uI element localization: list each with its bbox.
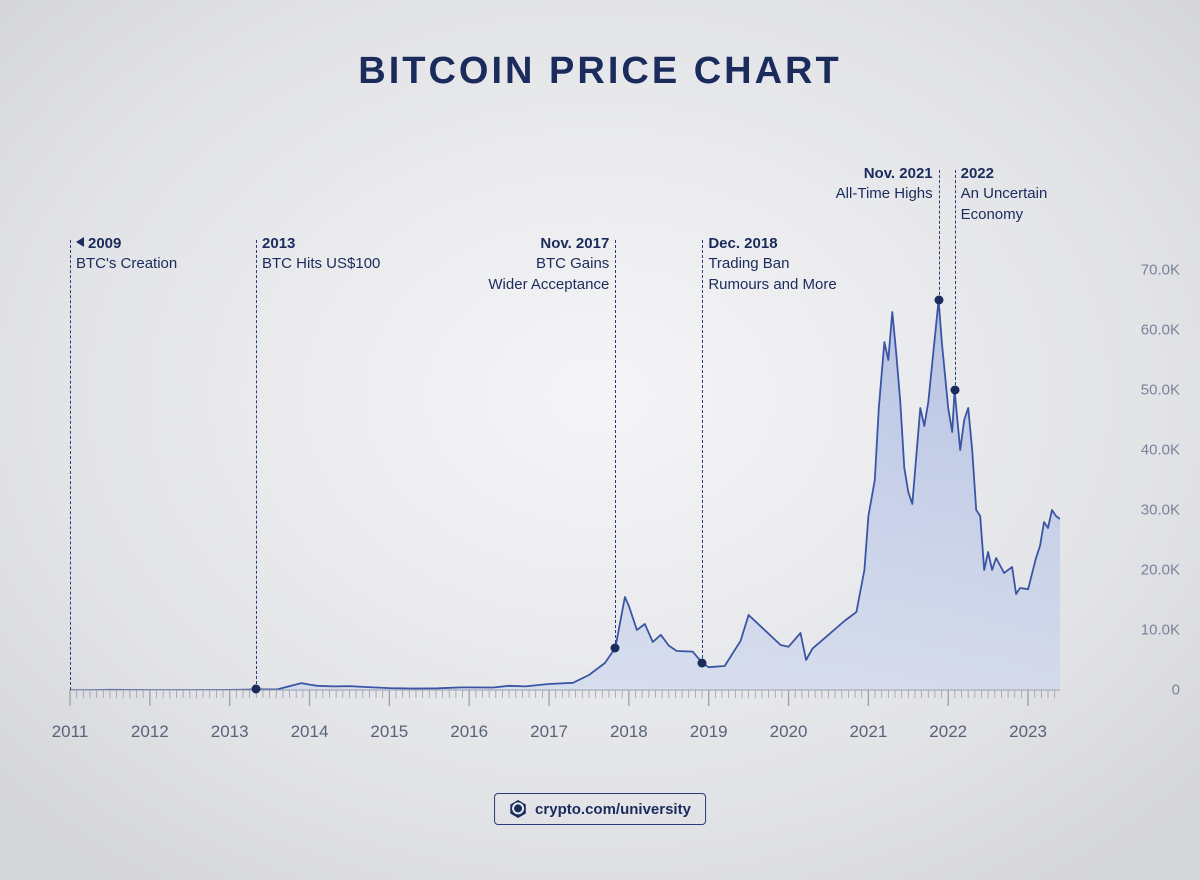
footer-label: crypto.com/university <box>535 801 691 818</box>
chart-container: 010.0K20.0K30.0K40.0K50.0K60.0K70.0K 201… <box>70 150 1120 710</box>
y-tick-label: 10.0K <box>1125 622 1180 639</box>
x-tick-label: 2014 <box>291 722 329 742</box>
x-tick-label: 2018 <box>610 722 648 742</box>
annotation-label: 2009BTC's Creation <box>76 234 177 275</box>
footer-badge: crypto.com/university <box>494 793 706 825</box>
area-chart-svg <box>70 270 1060 690</box>
x-tick-label: 2017 <box>530 722 568 742</box>
crypto-logo-icon <box>509 800 527 818</box>
y-tick-label: 20.0K <box>1125 562 1180 579</box>
y-tick-label: 30.0K <box>1125 502 1180 519</box>
annotation-label: 2013BTC Hits US$100 <box>262 234 380 275</box>
y-tick-label: 60.0K <box>1125 322 1180 339</box>
x-tick-label: 2019 <box>690 722 728 742</box>
plot-area <box>70 270 1060 690</box>
x-tick-label: 2020 <box>770 722 808 742</box>
area-fill <box>70 300 1060 690</box>
y-tick-label: 50.0K <box>1125 382 1180 399</box>
y-tick-label: 0 <box>1125 682 1180 699</box>
annotation-label: 2022An UncertainEconomy <box>961 164 1048 225</box>
x-tick-label: 2011 <box>52 722 89 742</box>
y-tick-label: 40.0K <box>1125 442 1180 459</box>
x-tick-label: 2022 <box>929 722 967 742</box>
x-tick-label: 2016 <box>450 722 488 742</box>
x-tick-label: 2015 <box>370 722 408 742</box>
x-axis: 2011201220132014201520162017201820192020… <box>70 690 1060 750</box>
x-tick-label: 2021 <box>849 722 887 742</box>
y-tick-label: 70.0K <box>1125 262 1180 279</box>
x-tick-label: 2023 <box>1009 722 1047 742</box>
x-tick-label: 2012 <box>131 722 169 742</box>
x-tick-label: 2013 <box>211 722 249 742</box>
x-axis-ticks <box>70 690 1060 720</box>
chart-title: BITCOIN PRICE CHART <box>0 50 1200 93</box>
annotation-label: Nov. 2021All-Time Highs <box>836 164 933 205</box>
y-axis: 010.0K20.0K30.0K40.0K50.0K60.0K70.0K <box>1125 270 1180 690</box>
